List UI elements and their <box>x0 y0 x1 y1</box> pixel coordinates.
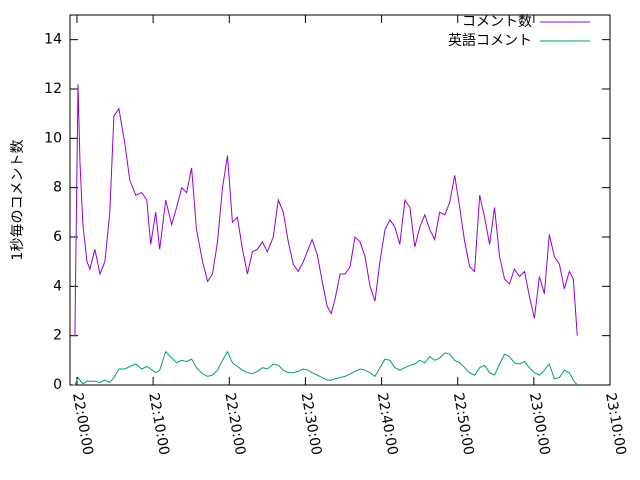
y-tick-label: 4 <box>53 278 62 294</box>
y-tick-label: 0 <box>53 377 62 393</box>
legend-label: コメント数 <box>462 14 532 30</box>
x-tick-label: 22:30:00 <box>298 392 325 457</box>
plot-border <box>69 14 611 386</box>
y-tick-label: 2 <box>53 328 62 344</box>
y-tick-label: 12 <box>44 81 62 97</box>
x-tick-label: 22:20:00 <box>221 392 248 457</box>
y-tick-label: 8 <box>53 180 62 196</box>
legend-label: 英語コメント <box>448 32 532 49</box>
y-tick-label: 6 <box>53 229 62 245</box>
x-tick-label: 22:50:00 <box>450 392 477 457</box>
x-tick-label: 23:10:00 <box>602 392 629 457</box>
y-tick-label: 10 <box>44 130 62 146</box>
y-tick-label: 14 <box>44 32 62 48</box>
series-line <box>73 84 578 337</box>
x-tick-label: 22:00:00 <box>69 392 96 457</box>
x-tick-label: 22:40:00 <box>374 392 401 457</box>
series-line <box>73 350 578 386</box>
x-tick-label: 23:00:00 <box>526 392 553 457</box>
x-tick-label: 22:10:00 <box>145 392 172 457</box>
y-axis-label: 1秒毎のコメント数 <box>10 140 26 261</box>
